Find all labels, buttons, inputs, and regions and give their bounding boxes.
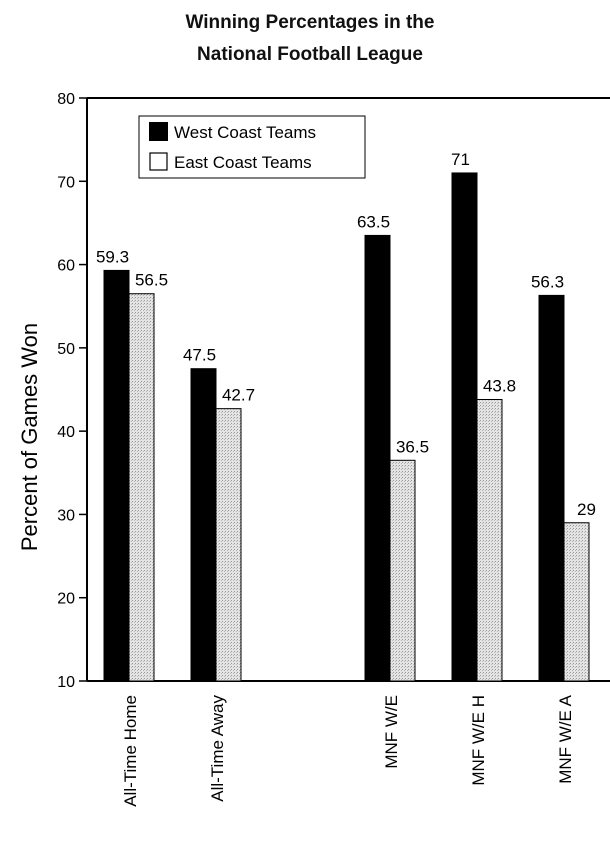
x-tick-label: MNF W/E [382, 695, 401, 769]
x-tick-label: MNF W/E H [469, 695, 488, 786]
legend-swatch-east [149, 152, 168, 171]
bar-west-coast [190, 368, 217, 682]
bar-east-coast [389, 459, 416, 682]
y-tick-label: 80 [57, 91, 75, 108]
data-label-east-coast: 43.8 [483, 376, 516, 395]
bar-west-coast [103, 269, 130, 682]
data-label-west-coast: 47.5 [183, 346, 216, 365]
x-tick-label: All-Time Home [121, 695, 140, 807]
y-ticks: 10 20 30 40 50 60 70 80 [57, 91, 87, 691]
bar-west-coast [538, 294, 565, 682]
bar-east-coast [563, 522, 590, 682]
bar-east-coast [476, 398, 503, 682]
legend-box [138, 115, 366, 179]
data-label-west-coast: 71 [451, 150, 470, 169]
data-label-west-coast: 56.3 [531, 272, 564, 291]
bar-west-coast [364, 234, 391, 682]
x-tick-label: MNF W/E A [556, 694, 575, 783]
y-tick-label: 30 [57, 507, 75, 524]
data-label-west-coast: 63.5 [357, 212, 390, 231]
axes [86, 97, 610, 682]
x-tick-label: All-Time Away [208, 695, 227, 802]
y-tick-label: 50 [57, 341, 75, 358]
y-tick-label: 10 [57, 674, 75, 691]
bars: 59.3 56.5 47.5 42.7 63.5 36.5 71 43.8 56.3 29 [96, 150, 596, 682]
data-label-east-coast: 42.7 [222, 386, 255, 405]
data-label-east-coast: 29 [577, 500, 596, 519]
y-tick-label: 20 [57, 591, 75, 608]
legend-label-east: East Coast Teams [174, 153, 312, 172]
legend: West Coast Teams East Coast Teams [138, 115, 366, 179]
data-label-east-coast: 56.5 [135, 271, 168, 290]
chart-title-line-2: National Football League [197, 44, 423, 65]
data-label-west-coast: 59.3 [96, 247, 129, 266]
bar-east-coast [128, 293, 155, 682]
bar-east-coast [215, 408, 242, 682]
data-label-east-coast: 36.5 [396, 437, 429, 456]
legend-swatch-west [149, 122, 168, 141]
bar-west-coast [451, 172, 478, 682]
legend-label-west: West Coast Teams [174, 123, 316, 142]
chart-title-line-1: Winning Percentages in the [185, 12, 435, 33]
y-tick-label: 60 [57, 258, 75, 275]
y-tick-label: 40 [57, 424, 75, 441]
x-tick-labels: All-Time Home All-Time Away MNF W/E MNF W/E… [121, 694, 575, 806]
y-tick-label: 70 [57, 174, 75, 191]
y-axis-label: Percent of Games Won [17, 323, 42, 551]
